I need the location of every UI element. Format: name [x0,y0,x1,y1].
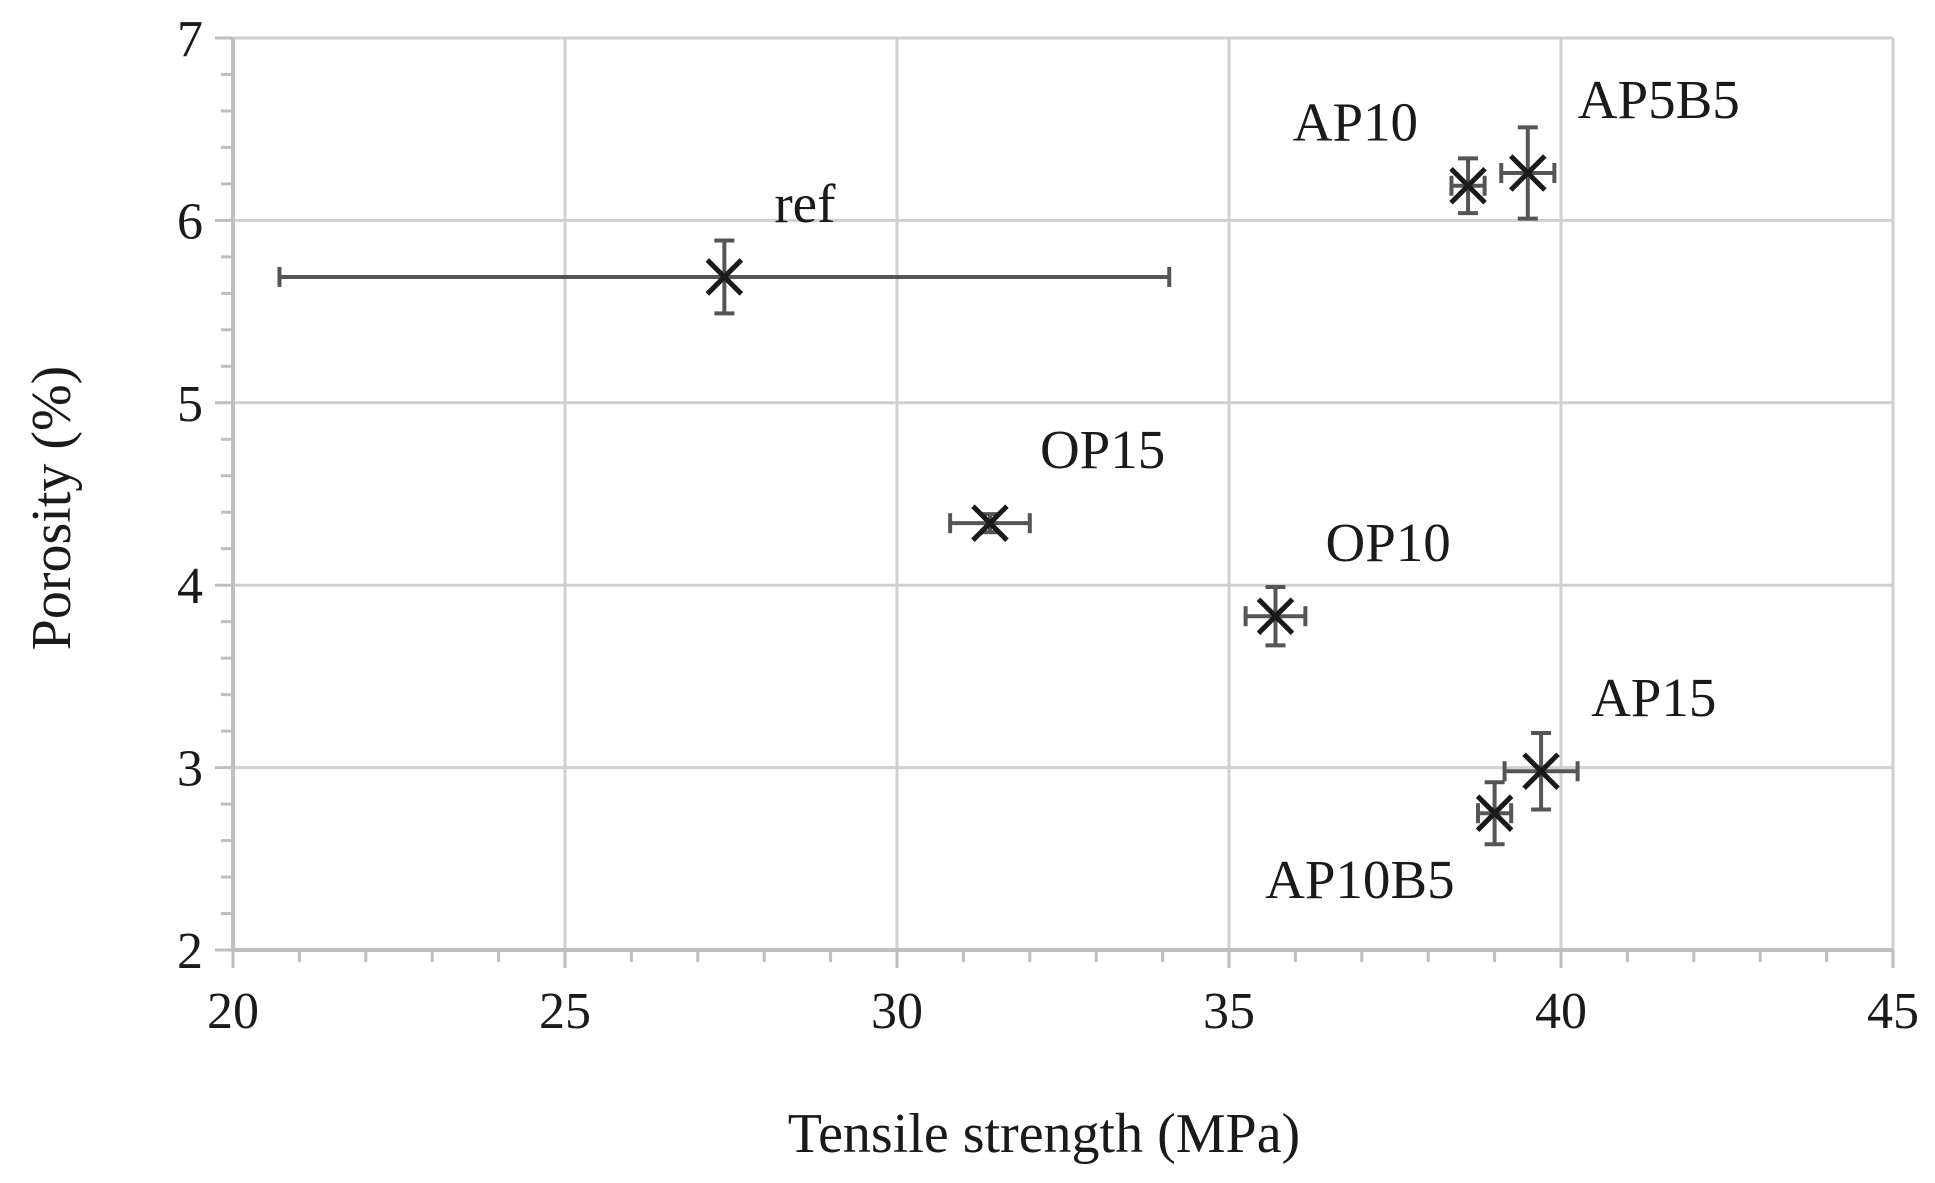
y-tick-label: 2 [177,923,203,980]
y-tick-label: 4 [177,558,203,615]
point-label: OP10 [1325,512,1450,573]
x-tick-label: 25 [539,983,591,1040]
marker-stroke [1449,166,1487,205]
x-tick-label: 35 [1203,983,1255,1040]
y-tick-label: 6 [177,193,203,250]
marker-stroke [1475,794,1514,832]
x-tick-label: 40 [1535,983,1587,1040]
grid [233,36,1895,950]
data-point [705,258,744,296]
point-label: AP10B5 [1265,849,1455,910]
data-point [1475,794,1514,832]
y-tick-label: 5 [177,376,203,433]
axes [215,36,1895,968]
marker-stroke [971,504,1009,542]
marker-stroke [1509,154,1547,192]
data-point [971,504,1009,542]
marker-stroke [1522,752,1560,791]
x-tick-label: 45 [1867,983,1919,1040]
data-point [1509,154,1547,192]
point-labels: ref AP10 AP5B5 OP15 OP10 AP15 AP10B5 [774,69,1739,910]
data-point [1256,597,1295,635]
data-points [705,154,1560,832]
marker-stroke [1256,597,1295,635]
y-axis-title: Porosity (%) [21,366,83,651]
point-label: ref [774,173,836,234]
point-label: AP15 [1591,667,1716,728]
x-axis-title: Tensile strength (MPa) [788,1103,1300,1165]
y-tick-label: 7 [177,11,203,68]
point-label: AP10 [1293,92,1418,153]
x-tick-label: 20 [207,983,259,1040]
x-tick-label: 30 [871,983,923,1040]
marker-stroke [705,258,744,296]
point-label: OP15 [1040,419,1165,480]
data-point [1522,752,1560,791]
data-point [1449,166,1487,205]
y-tick-label: 3 [177,741,203,798]
error-bars [277,125,1580,847]
point-label: AP5B5 [1578,69,1740,130]
